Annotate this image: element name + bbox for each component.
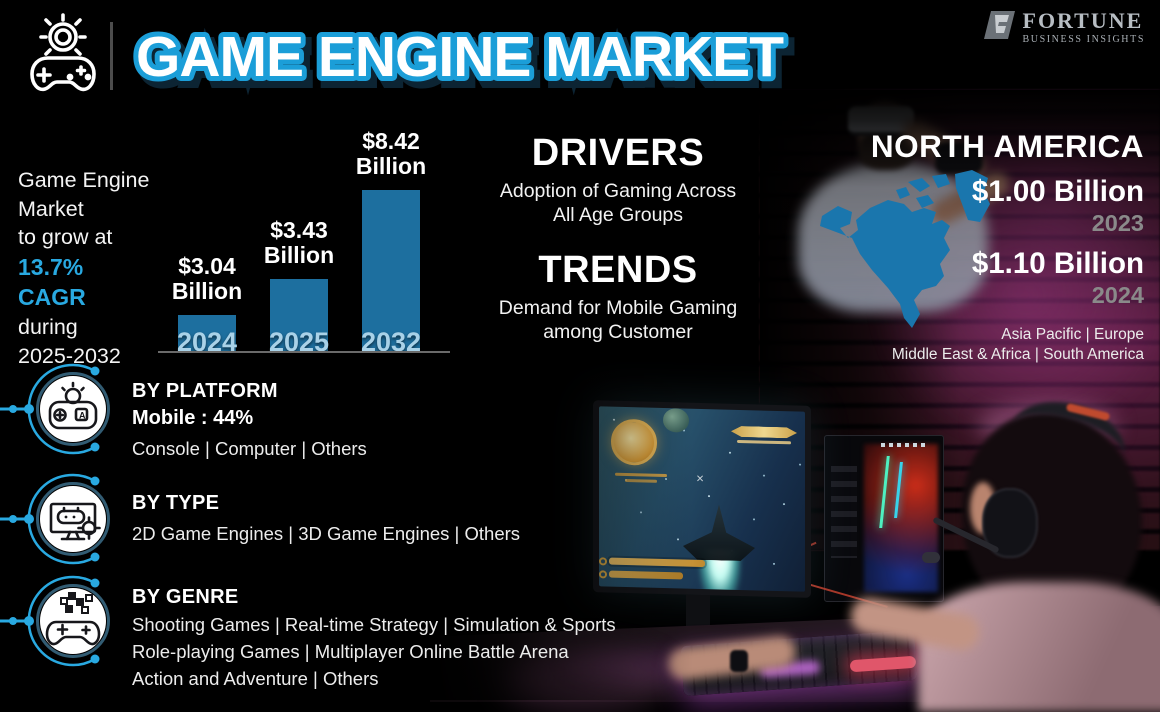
market-summary: Game Engine Market to grow at 13.7% CAGR…: [18, 166, 178, 370]
svg-text:A: A: [79, 411, 86, 421]
drivers-text: Adoption of Gaming Across All Age Groups: [499, 179, 737, 226]
segment-items: 2D Game Engines | 3D Game Engines | Othe…: [132, 523, 521, 544]
logo-tagline: BUSINESS INSIGHTS: [1022, 34, 1145, 45]
segment-highlight: Mobile : 44%: [132, 407, 254, 429]
segment-items: Role-playing Games | Multiplayer Online …: [132, 641, 569, 662]
segment-by-genre: BY GENRE Shooting Games | Real-time Stra…: [0, 566, 640, 689]
svg-text:GAME ENGINE MARKET: GAME ENGINE MARKET: [141, 31, 789, 95]
drivers-heading: DRIVERS: [531, 132, 705, 174]
bar-2025: [270, 279, 328, 351]
segment-heading: BY TYPE: [132, 492, 220, 514]
summary-line: Game Engine: [18, 168, 150, 192]
pixel-gamepad-icon: [0, 575, 110, 667]
bar-2032: [362, 190, 420, 351]
fbi-logo-mark: [983, 11, 1015, 39]
market-size-bar-chart: $3.04 Billion $3.43 Billion $8.42 Billio…: [158, 128, 450, 357]
segment-heading: BY GENRE: [132, 586, 239, 608]
trends-text: Demand for Mobile Gaming among Customer: [498, 297, 738, 344]
region-value-2023: $1.00 Billion: [971, 175, 1144, 208]
drivers-trends-block: DRIVERS Adoption of Gaming Across All Ag…: [462, 132, 774, 345]
summary-line: to grow at: [18, 225, 113, 250]
trends-heading: TRENDS: [538, 249, 698, 292]
summary-line: Market: [18, 196, 84, 221]
fortune-business-insights-logo: FORTUNE BUSINESS INSIGHTS: [983, 8, 1146, 45]
cagr-label: CAGR: [18, 284, 86, 311]
monitor-gamepad-icon: [0, 473, 110, 565]
segment-by-platform: A BY PLATFORM Mobile : 44% Console | Com…: [0, 354, 640, 466]
north-america-block: NORTH AMERICA $1.00 Billion 2023 $1.10 B…: [784, 128, 1144, 366]
logo-brand: FORTUNE: [1022, 8, 1144, 33]
bar-2024: [178, 315, 236, 351]
segment-items: Shooting Games | Real-time Strategy | Si…: [132, 614, 616, 635]
other-regions: Asia Pacific | Europe Middle East & Afri…: [891, 326, 1144, 364]
summary-line: during: [18, 314, 78, 339]
cagr-value: 13.7%: [18, 253, 84, 280]
region-heading: NORTH AMERICA: [870, 128, 1144, 164]
svg-text:GAME ENGINE MARKET: GAME ENGINE MARKET: [136, 25, 784, 89]
summary-line: 2025-2032: [18, 343, 121, 368]
bar-value-label: $8.42 Billion: [355, 127, 427, 180]
bar-value-label: $3.04 Billion: [171, 252, 243, 305]
segment-heading: BY PLATFORM: [132, 380, 278, 402]
north-america-map: [820, 170, 990, 328]
header-divider: [110, 22, 113, 90]
segment-items: Action and Adventure | Others: [132, 668, 379, 689]
segment-items: Console | Computer | Others: [132, 438, 367, 459]
region-year-2023: 2023: [1091, 210, 1144, 236]
platform-gamepad-icon: A: [0, 363, 110, 455]
page-title: GAME ENGINE MARKET GAME ENGINE MARKET: [131, 20, 796, 101]
photo-fade: [430, 90, 1160, 700]
bar-value-label: $3.43 Billion: [263, 216, 335, 269]
region-year-2024: 2024: [1091, 282, 1144, 308]
segment-by-type: BY TYPE 2D Game Engines | 3D Game Engine…: [0, 464, 640, 576]
region-value-2024: $1.10 Billion: [971, 247, 1144, 280]
gear-gamepad-icon: [30, 13, 96, 92]
